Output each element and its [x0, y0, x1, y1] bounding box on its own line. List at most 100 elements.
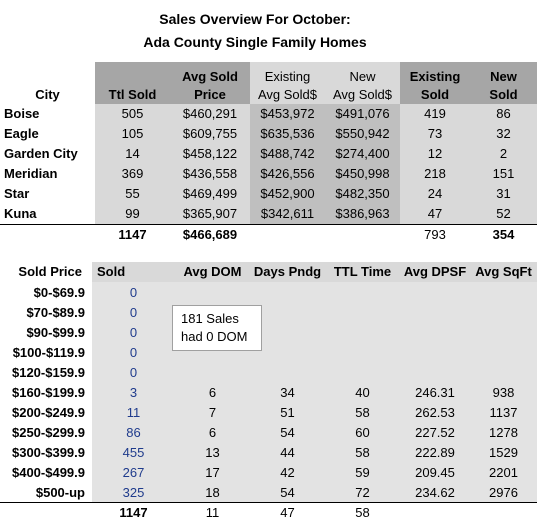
price-range: $200-$249.9 — [11, 405, 85, 420]
note-line: had 0 DOM — [181, 329, 248, 344]
total: 11 — [205, 505, 220, 520]
column-header: Days Pndg — [253, 264, 322, 279]
subtitle: Ada County Single Family Homes — [143, 34, 367, 50]
cell-value: 18 — [205, 485, 220, 500]
cell-value: 17 — [205, 465, 220, 480]
total: 1147 — [118, 227, 147, 242]
rule — [0, 224, 537, 225]
cell-value: 2201 — [489, 465, 518, 480]
cell-bg — [95, 62, 170, 104]
cell-value: 1137 — [489, 405, 518, 420]
cell-value: 105 — [121, 126, 144, 141]
total: 58 — [355, 505, 370, 520]
city-name: Meridian — [4, 166, 58, 181]
cell-value: 72 — [355, 485, 370, 500]
cell-value: $482,350 — [335, 186, 390, 201]
cell-value: $469,499 — [182, 186, 238, 201]
city-name: Eagle — [4, 126, 39, 141]
cell-value: 86 — [126, 425, 141, 440]
cell-value: 267 — [122, 465, 145, 480]
cell-value: $452,900 — [260, 186, 315, 201]
column-header: Avg Sold Price — [182, 69, 238, 102]
cell-bg — [400, 104, 470, 224]
price-range: $0-$69.9 — [33, 285, 85, 300]
price-range: $300-$399.9 — [11, 445, 85, 460]
total: 1147 — [119, 505, 148, 520]
rule — [0, 502, 537, 503]
cell-value: 32 — [496, 126, 511, 141]
cell-value: 6 — [208, 425, 217, 440]
column-header: Sold — [97, 264, 126, 279]
cell-value: 218 — [424, 166, 446, 181]
cell-value: 13 — [205, 445, 220, 460]
cell-value: 325 — [122, 485, 145, 500]
cell-value: $635,536 — [260, 126, 315, 141]
note-box: 181 Sales had 0 DOM — [172, 305, 262, 351]
cell-value: 24 — [427, 186, 443, 201]
cell-bg — [95, 104, 170, 224]
cell-value: 42 — [280, 465, 295, 480]
cell-value: 12 — [427, 146, 443, 161]
cell-bg — [0, 104, 95, 224]
city-name: Boise — [4, 106, 40, 121]
cell-value: 54 — [280, 425, 295, 440]
cell-value: $460,291 — [182, 106, 238, 121]
cell-value: 11 — [126, 405, 141, 420]
cell-value: $386,963 — [335, 206, 390, 221]
cell-bg — [470, 104, 537, 224]
cell-value: 419 — [424, 106, 446, 121]
cell-value: 2976 — [489, 485, 518, 500]
cell-value: 227.52 — [415, 425, 455, 440]
cell-value: 14 — [125, 146, 140, 161]
cell-value: 40 — [355, 385, 370, 400]
cell-value: $436,558 — [182, 166, 238, 181]
price-range: $120-$159.9 — [11, 365, 85, 380]
column-header: Existing Avg Sold$ — [257, 69, 318, 102]
cell-value: 0 — [129, 285, 138, 300]
title: Sales Overview For October: — [159, 11, 351, 27]
price-range: $70-$89.9 — [26, 305, 85, 320]
total: 354 — [492, 227, 515, 242]
cell-value: 209.45 — [415, 465, 455, 480]
cell-value: 234.62 — [415, 485, 455, 500]
column-header: Avg DPSF — [403, 264, 467, 279]
cell-value: 1278 — [489, 425, 518, 440]
total: 793 — [424, 227, 446, 242]
city-name: Kuna — [4, 206, 37, 221]
cell-value: 44 — [280, 445, 295, 460]
cell-value: 151 — [492, 166, 515, 181]
cell-value: 73 — [427, 126, 443, 141]
cell-value: 505 — [121, 106, 144, 121]
cell-value: 0 — [129, 325, 138, 340]
cell-value: 31 — [496, 186, 511, 201]
cell-value: 938 — [492, 385, 515, 400]
cell-bg — [92, 262, 537, 282]
cell-bg — [92, 282, 537, 502]
cell-value: $342,611 — [260, 206, 315, 221]
cell-value: 0 — [129, 305, 138, 320]
cell-value: 51 — [280, 405, 295, 420]
column-header: Avg DOM — [183, 264, 242, 279]
total: 47 — [280, 505, 295, 520]
cell-value: $365,907 — [182, 206, 238, 221]
cell-value: 52 — [496, 206, 511, 221]
cell-value: 7 — [208, 405, 217, 420]
price-range: $500-up — [35, 485, 85, 500]
column-header: Avg SqFt — [475, 264, 532, 279]
price-range: $250-$299.9 — [11, 425, 85, 440]
cell-bg — [170, 62, 250, 104]
cell-bg — [470, 62, 537, 104]
price-range: $90-$99.9 — [26, 325, 85, 340]
price-range: $400-$499.9 — [11, 465, 85, 480]
cell-value: $274,400 — [335, 146, 390, 161]
cell-value: 6 — [208, 385, 217, 400]
cell-value: 0 — [129, 345, 138, 360]
cell-value: 455 — [122, 445, 145, 460]
cell-bg — [325, 104, 400, 224]
column-header: New Avg Sold$ — [332, 69, 393, 102]
column-header: Existing Sold — [409, 69, 461, 102]
cell-bg — [325, 62, 400, 104]
price-range: $100-$119.9 — [12, 345, 85, 360]
cell-bg — [0, 62, 95, 104]
